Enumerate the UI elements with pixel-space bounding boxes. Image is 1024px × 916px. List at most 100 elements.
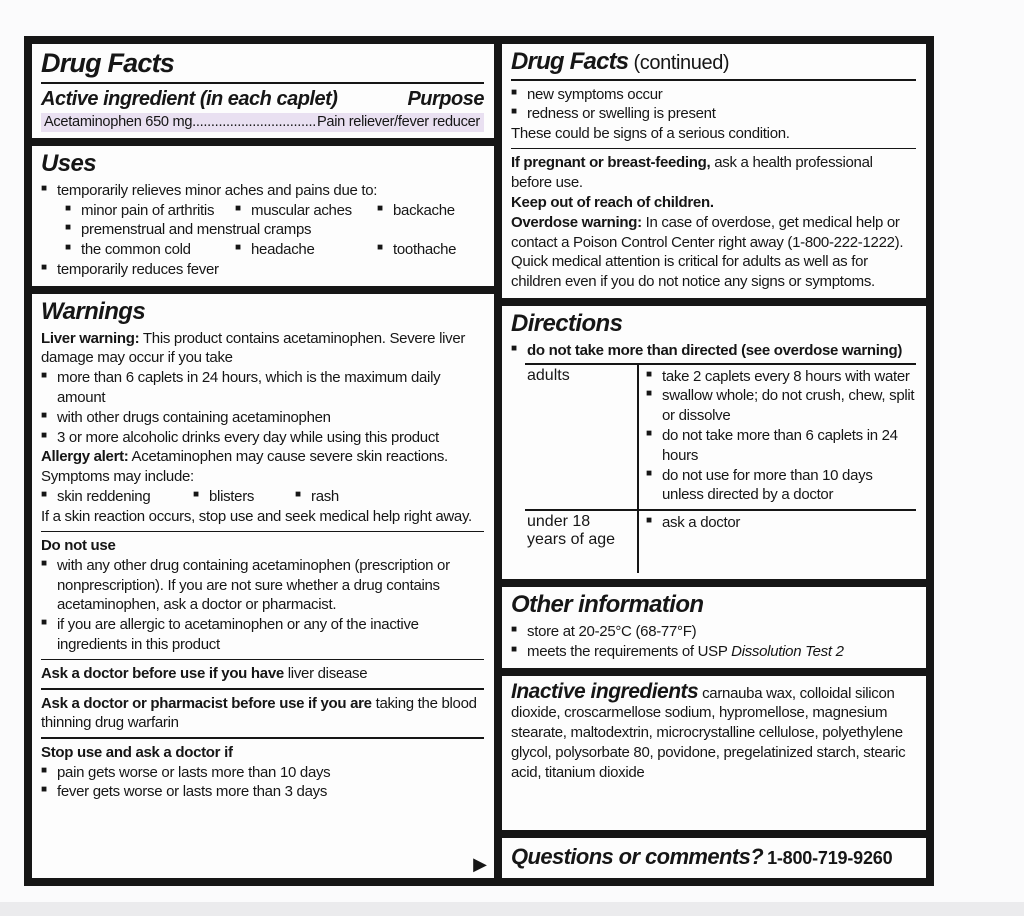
bullet-square-icon: ■ [646, 388, 652, 400]
bullet-square-icon: ■ [511, 106, 517, 118]
uses-heading: Uses [41, 150, 97, 178]
usp-test-name: Dissolution Test 2 [731, 642, 844, 660]
list-item: ■ minor pain of arthritis [65, 201, 215, 219]
list-item: ■ meets the requirements of USP Dissoluti… [511, 642, 844, 660]
bullet-square-icon: ■ [41, 262, 47, 274]
bullet-square-icon: ■ [65, 222, 71, 234]
divider [41, 530, 484, 533]
list-item: ■ 3 or more alcoholic drinks every day wh… [41, 428, 439, 446]
bullet-square-icon: ■ [41, 489, 47, 500]
list-item: ■ temporarily relieves minor aches and p… [41, 181, 378, 199]
bullet-square-icon: ■ [65, 242, 71, 254]
list-item: ■ if you are allergic to acetaminophen or… [41, 616, 419, 654]
bullet-square-icon: ■ [511, 624, 517, 636]
do-not-use-heading: Do not use [41, 537, 116, 555]
list-item: ■ more than 6 caplets in 24 hours, which … [41, 369, 441, 407]
bullet-square-icon: ■ [646, 428, 652, 440]
directions-lead: ■ do not take more than directed (see ove… [511, 341, 903, 359]
drug-facts-header-panel: Drug Facts Active ingredient (in each ca… [32, 44, 494, 139]
list-item: ■ take 2 caplets every 8 hours with water [646, 367, 910, 385]
list-item: ■ pain gets worse or lasts more than 10 d… [41, 763, 331, 781]
bullet-square-icon: ■ [235, 242, 241, 254]
uses-sub-row: ■ the common cold ■ headache ■ toothache [41, 240, 484, 260]
list-item: ■ the common cold [65, 241, 191, 259]
bullet-square-icon: ■ [646, 467, 652, 479]
bullet-square-icon: ■ [193, 489, 199, 500]
list-item: ■ fever gets worse or lasts more than 3 d… [41, 783, 328, 801]
continue-arrow-icon: ▶ [473, 854, 487, 874]
list-item: ■ swallow whole; do not crush, chew, spli… [646, 387, 915, 425]
list-item: ■ skin reddening [41, 488, 151, 505]
divider [41, 737, 484, 739]
bullet-square-icon: ■ [41, 182, 47, 194]
ingredient-name: Acetaminophen 650 mg [44, 114, 193, 131]
bullet-square-icon: ■ [41, 370, 47, 382]
bullet-square-icon: ■ [235, 202, 241, 214]
row-label: adults [527, 366, 570, 384]
bullet-square-icon: ■ [295, 489, 301, 500]
warnings-panel: Warnings Liver warning: This product con… [32, 293, 494, 878]
bullet-square-icon: ■ [377, 202, 383, 214]
ask-doctor-line: Ask a doctor before use if you have live… [41, 665, 368, 683]
page-bottom-strip [0, 902, 1024, 916]
drug-facts-continued-panel: Drug Facts (continued) ■ new symptoms occ… [502, 44, 926, 299]
divider [41, 688, 484, 690]
uses-panel: Uses ■ temporarily relieves minor aches … [32, 146, 494, 286]
inactive-ingredients-text: Inactive ingredients carnauba wax, collo… [511, 679, 906, 781]
inactive-ingredients-heading: Inactive ingredients [511, 679, 699, 703]
ask-pharmacist-line: Ask a doctor or pharmacist before use if… [41, 694, 477, 732]
drug-facts-title: Drug Facts [41, 48, 175, 78]
left-column: Drug Facts Active ingredient (in each ca… [32, 44, 494, 878]
divider [41, 82, 484, 85]
drug-facts-continued-title: Drug Facts (continued) [511, 48, 730, 75]
keep-out-of-reach: Keep out of reach of children. [511, 194, 714, 212]
bullet-square-icon: ■ [41, 409, 47, 421]
questions-heading: Questions or comments? [511, 844, 764, 869]
overdose-warning: Overdose warning: In case of overdose, g… [511, 213, 904, 291]
list-item: ■ new symptoms occur [511, 85, 663, 103]
bullet-square-icon: ■ [41, 557, 47, 569]
dot-leader: ........................................… [192, 114, 317, 131]
active-ingredient-row: Acetaminophen 650 mg ...................… [41, 113, 484, 133]
other-information-panel: Other information ■ store at 20-25°C (68-… [502, 587, 926, 668]
pregnant-warning: If pregnant or breast-feeding, ask a hea… [511, 154, 873, 192]
skin-reaction-note: If a skin reaction occurs, stop use and … [41, 507, 472, 525]
table-row: adults ■ take 2 caplets every 8 hours wit… [525, 364, 916, 510]
list-item: ■ premenstrual and menstrual cramps [65, 221, 312, 239]
inactive-ingredients-panel: Inactive ingredients carnauba wax, collo… [502, 675, 926, 830]
list-item: ■ toothache [377, 241, 457, 259]
bullet-square-icon: ■ [511, 86, 517, 98]
list-item: ■ backache [377, 201, 455, 219]
list-item: ■ with any other drug containing acetamin… [41, 556, 450, 614]
active-ingredient-heading: Active ingredient (in each caplet) [41, 88, 338, 111]
bullet-square-icon: ■ [646, 368, 652, 380]
list-item: ■ rash [295, 488, 339, 505]
divider [41, 658, 484, 661]
divider [511, 147, 916, 150]
list-item: ■ with other drugs containing acetaminoph… [41, 408, 331, 426]
list-item: ■ do not take more than 6 caplets in 24 h… [646, 427, 898, 464]
serious-condition-note: These could be signs of a serious condit… [511, 125, 790, 143]
other-information-heading: Other information [511, 591, 704, 619]
row-items: ■ ask a doctor [637, 511, 916, 574]
list-item: ■ temporarily reduces fever [41, 261, 219, 279]
drug-facts-label: Drug Facts Active ingredient (in each ca… [24, 36, 934, 886]
list-item: ■ headache [235, 241, 315, 259]
bullet-square-icon: ■ [41, 764, 47, 776]
ingredient-purpose: Pain reliever/fever reducer [316, 114, 480, 131]
questions-phone-number: 1-800-719-9260 [767, 847, 893, 868]
bullet-square-icon: ■ [41, 617, 47, 629]
bullet-square-icon: ■ [646, 515, 652, 527]
bullet-square-icon: ■ [377, 242, 383, 254]
directions-table: adults ■ take 2 caplets every 8 hours wit… [525, 362, 916, 574]
directions-heading: Directions [511, 310, 623, 338]
questions-panel: Questions or comments? 1-800-719-9260 [502, 838, 926, 878]
list-item: ■ blisters [193, 488, 255, 505]
row-items: ■ take 2 caplets every 8 hours with water… [637, 364, 916, 510]
list-item: ■ redness or swelling is present [511, 105, 716, 123]
table-row: under 18 years of age ■ ask a doctor [525, 509, 916, 574]
list-item: ■ muscular aches [235, 201, 352, 219]
allergy-alert: Allergy alert: Acetaminophen may cause s… [41, 448, 448, 486]
purpose-heading: Purpose [407, 88, 484, 111]
list-item: ■ do not use for more than 10 days unless… [646, 466, 873, 504]
